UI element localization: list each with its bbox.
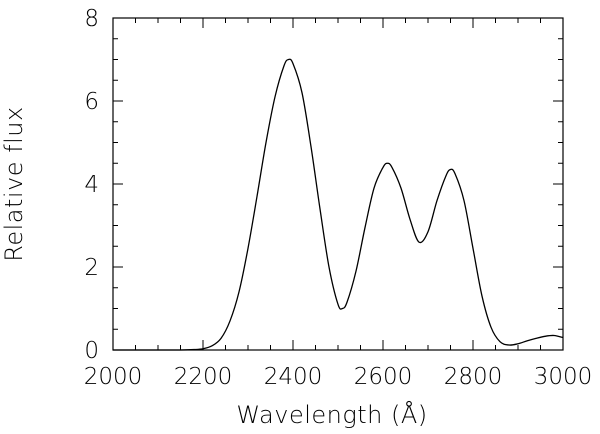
y-tick-label: 0 — [84, 338, 99, 364]
y-tick-label: 2 — [84, 255, 99, 281]
y-axis-label: Relative flux — [0, 106, 28, 261]
plot-frame — [112, 17, 564, 351]
x-tick-label: 2600 — [354, 364, 413, 390]
x-axis-label: Wavelength (Å) — [236, 400, 427, 429]
y-tick-labels: 0 2 4 6 8 — [84, 6, 99, 364]
tick-marks — [112, 17, 564, 351]
x-tick-label: 2800 — [444, 364, 503, 390]
x-tick-label: 3000 — [534, 364, 593, 390]
x-tick-label: 2200 — [174, 364, 233, 390]
x-tick-labels: 2000 2200 2400 2600 2800 3000 — [84, 364, 593, 390]
y-tick-label: 6 — [84, 89, 99, 115]
y-tick-label: 4 — [84, 172, 99, 198]
x-tick-label: 2400 — [264, 364, 323, 390]
y-tick-label: 8 — [84, 6, 99, 32]
relative-flux-line — [113, 58, 564, 351]
x-tick-label: 2000 — [84, 364, 143, 390]
